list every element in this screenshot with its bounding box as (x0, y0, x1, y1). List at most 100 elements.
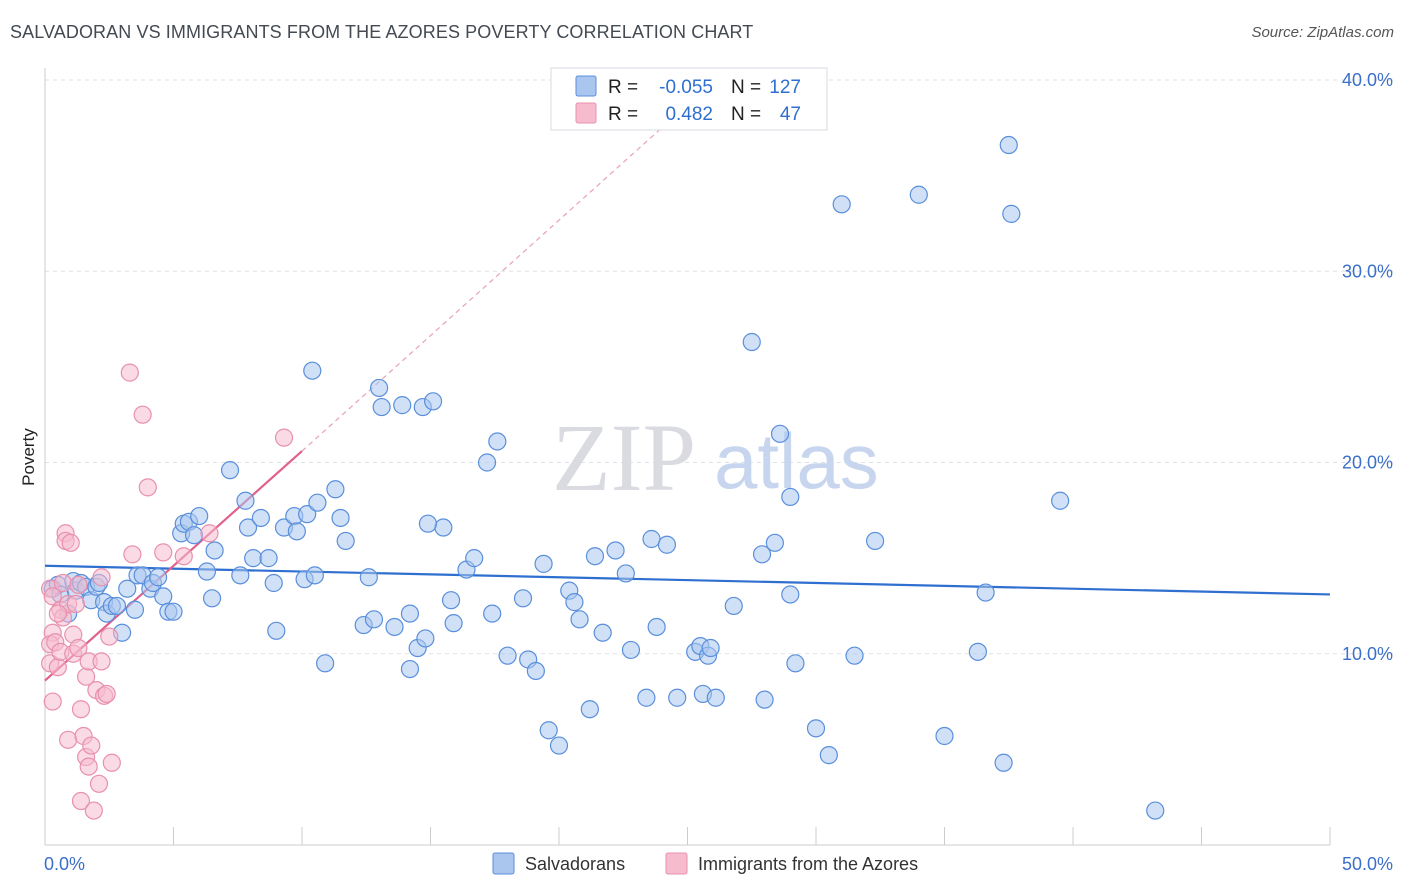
salvadorans-point (770, 424, 790, 443)
salvadorans-point (642, 529, 661, 549)
azores-point (69, 575, 88, 595)
azores-point (102, 753, 121, 772)
legend-n-value-blue: 127 (769, 77, 801, 98)
salvadorans-point (935, 726, 954, 746)
salvadorans-point (107, 596, 127, 616)
salvadorans-point (267, 621, 286, 640)
salvadorans-point (303, 361, 322, 380)
salvadorans-point (154, 587, 173, 606)
azores-point (100, 627, 119, 646)
salvadorans-point (418, 514, 438, 533)
legend-r-value-blue: -0.055 (659, 77, 713, 98)
salvadorans-point (434, 518, 453, 537)
salvadorans-point (336, 531, 355, 551)
salvadorans-point (819, 746, 838, 765)
salvadorans-point (742, 332, 761, 352)
salvadorans-point (238, 518, 258, 537)
bottom-legend-azores: Immigrants from the Azores (698, 854, 918, 874)
salvadorans-point (205, 541, 224, 560)
bottom-legend-swatch-pink (665, 852, 688, 875)
salvadorans-point (125, 600, 145, 619)
salvadorans-point (316, 654, 335, 673)
top-legend-box (550, 67, 828, 131)
legend-n-label-pink: N = (731, 104, 761, 125)
salvadorans-point (259, 549, 278, 568)
salvadorans-point (477, 453, 497, 472)
salvadorans-point (483, 604, 502, 623)
azores-point (71, 791, 91, 811)
y-tick-label: 20.0% (1342, 453, 1393, 473)
azores-point (274, 428, 294, 447)
salvadorans-point (765, 533, 784, 552)
x-tick-label-max: 50.0% (1342, 854, 1393, 874)
azores-point (92, 652, 111, 671)
salvadorans-point (570, 610, 589, 629)
salvadorans-point (400, 659, 420, 679)
x-tick-label-min: 0.0% (44, 854, 85, 874)
azores-point (53, 573, 73, 593)
azores-point (174, 547, 193, 566)
salvadorans-point (786, 654, 805, 673)
azores-point (97, 684, 116, 704)
salvadorans-point (148, 568, 168, 587)
salvadorans-point (488, 432, 507, 451)
azores-point (71, 700, 91, 719)
salvadorans-point (197, 562, 217, 581)
salvadorans-point (244, 549, 263, 568)
salvadorans-point (118, 579, 137, 598)
salvadorans-point (444, 614, 463, 633)
salvadorans-point (657, 535, 677, 554)
salvadorans-point (781, 585, 800, 604)
legend-r-label-blue: R = (608, 77, 638, 98)
y-axis-label: Poverty (19, 428, 38, 486)
salvadorans-point (526, 661, 545, 681)
azores-point (59, 730, 78, 749)
salvadorans-point (606, 541, 625, 560)
bottom-legend-swatch-blue (492, 852, 515, 875)
salvadorans-point (393, 396, 412, 415)
legend-n-label-blue: N = (731, 77, 761, 98)
watermark: ZIP atlas (552, 404, 879, 511)
salvadorans-point (994, 753, 1013, 772)
axes (44, 68, 1331, 846)
legend-swatch-blue (575, 75, 597, 97)
azores-point (43, 692, 62, 711)
legend-swatch-pink (575, 102, 597, 124)
salvadorans-point (909, 185, 928, 204)
chart-title: SALVADORAN VS IMMIGRANTS FROM THE AZORES… (10, 22, 754, 42)
y-tick-label: 10.0% (1342, 644, 1393, 664)
tick-labels: 10.0% 20.0% 30.0% 40.0% 0.0% 50.0% (44, 70, 1393, 874)
salvadorans-point (752, 545, 772, 564)
salvadorans-point (372, 397, 391, 417)
salvadorans-point (668, 688, 687, 707)
salvadorans-point (441, 591, 461, 610)
salvadorans-point (585, 547, 605, 566)
salvadorans-point (832, 195, 851, 214)
salvadorans-point (416, 629, 435, 648)
salvadorans-point (264, 573, 283, 593)
azores-point (133, 405, 152, 424)
salvadorans-point (308, 493, 327, 512)
legend-r-label-pink: R = (608, 104, 638, 125)
azores-point (43, 587, 62, 606)
salvadorans-point (549, 736, 569, 755)
salvadorans-point (565, 593, 584, 612)
salvadorans-point (806, 719, 826, 738)
top-legend: R = -0.055 N = 127 R = 0.482 N = 47 (550, 67, 828, 131)
grid-lines (45, 79, 1395, 655)
azores-point (69, 638, 88, 658)
salvadorans-point (701, 638, 720, 658)
salvadorans-point (580, 700, 599, 719)
salvadorans-point (616, 564, 635, 583)
azores-point (48, 604, 67, 623)
bottom-legend-salvadorans: Salvadorans (525, 854, 625, 874)
azores-trend-extension (301, 127, 663, 452)
salvadorans-point (220, 461, 240, 480)
azores-point (48, 658, 67, 677)
salvadorans-point (755, 690, 774, 709)
trend-lines (44, 127, 1331, 682)
salvadorans-point (305, 566, 324, 585)
salvadorans-point (968, 642, 988, 661)
salvadorans-point (423, 392, 443, 411)
